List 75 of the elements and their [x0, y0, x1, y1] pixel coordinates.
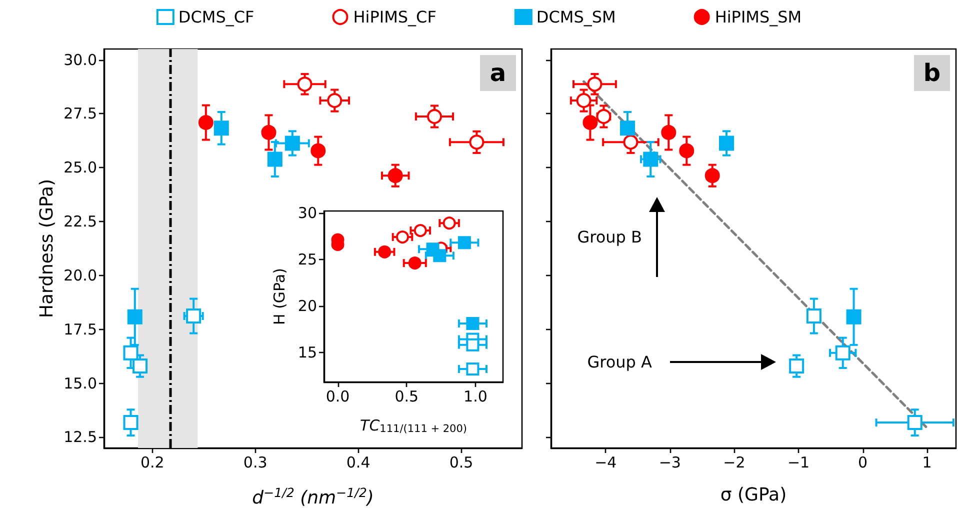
x-tick-label: −4 [594, 454, 617, 472]
point [704, 168, 720, 184]
x-tick-label: 1 [922, 454, 932, 472]
x-tick-label: 0.4 [346, 454, 370, 472]
x-tick-label: 0.0 [326, 388, 350, 406]
y-tick-label: 15 [298, 343, 317, 362]
legend-label: DCMS_SM [536, 8, 616, 26]
y-tick-label: 15.0 [64, 374, 97, 392]
annotation: a [490, 59, 506, 87]
point [414, 224, 427, 238]
point [661, 124, 676, 140]
point [284, 136, 300, 151]
y-tick-label: 12.5 [64, 428, 97, 446]
point [789, 358, 804, 374]
y-tick-label: 27.5 [64, 104, 97, 123]
y-tick-label: 20 [298, 296, 317, 315]
legend-label: HiPIMS_CF [353, 8, 436, 26]
point [466, 362, 480, 376]
x-tick-label: 0.3 [243, 454, 268, 472]
y-tick-label: 25 [298, 250, 317, 268]
point [466, 316, 480, 330]
point [620, 120, 635, 136]
annotation: Group A [587, 352, 652, 372]
point [123, 415, 138, 430]
point [198, 115, 214, 130]
x-tick-label: 1.0 [464, 388, 488, 406]
point [587, 76, 602, 92]
point [907, 415, 922, 430]
point [835, 345, 850, 360]
point [466, 338, 480, 352]
x-tick-label: 0.5 [449, 454, 474, 472]
point [327, 93, 342, 108]
y-tick-label: 17.5 [64, 320, 97, 338]
point [643, 152, 658, 167]
y-tick-label: 20.0 [64, 266, 97, 284]
x-tick-label: −1 [787, 454, 810, 472]
x-tick-label: 0.5 [394, 388, 419, 406]
point [806, 308, 822, 324]
point [679, 143, 694, 158]
point [442, 216, 456, 230]
point [433, 249, 446, 262]
y-tick-label: 30.0 [64, 50, 97, 69]
legend-label: HiPIMS_SM [714, 8, 802, 26]
y-tick-label: 30 [298, 204, 317, 222]
point [408, 256, 422, 270]
x-tick-label: −3 [658, 454, 681, 472]
point [267, 152, 282, 167]
point [582, 115, 598, 130]
point [396, 230, 409, 244]
x-tick-label: −2 [723, 454, 746, 472]
point [310, 143, 326, 158]
point [127, 309, 142, 324]
point [261, 124, 276, 140]
y-tick-label: 22.5 [64, 212, 97, 231]
y-tick-label: 25.0 [64, 158, 97, 177]
x-tick-label: 0.2 [140, 454, 164, 472]
y-axis-title: H (GPa) [270, 268, 289, 325]
point [576, 93, 592, 108]
point [297, 76, 312, 92]
x-tick-label: 0 [858, 454, 868, 472]
point [469, 134, 484, 150]
point [388, 168, 403, 184]
point [378, 245, 392, 258]
annotation: Group B [577, 228, 642, 246]
x-axis-title: σ (GPa) [720, 484, 787, 506]
point [458, 236, 471, 250]
annotation: b [923, 59, 941, 87]
legend-label: DCMS_CF [178, 8, 254, 26]
point [186, 308, 202, 324]
y-axis-title: Hardness (GPa) [36, 178, 58, 318]
point [214, 120, 229, 136]
point [846, 309, 862, 324]
point [132, 358, 148, 374]
point [427, 109, 442, 124]
point [719, 136, 734, 151]
